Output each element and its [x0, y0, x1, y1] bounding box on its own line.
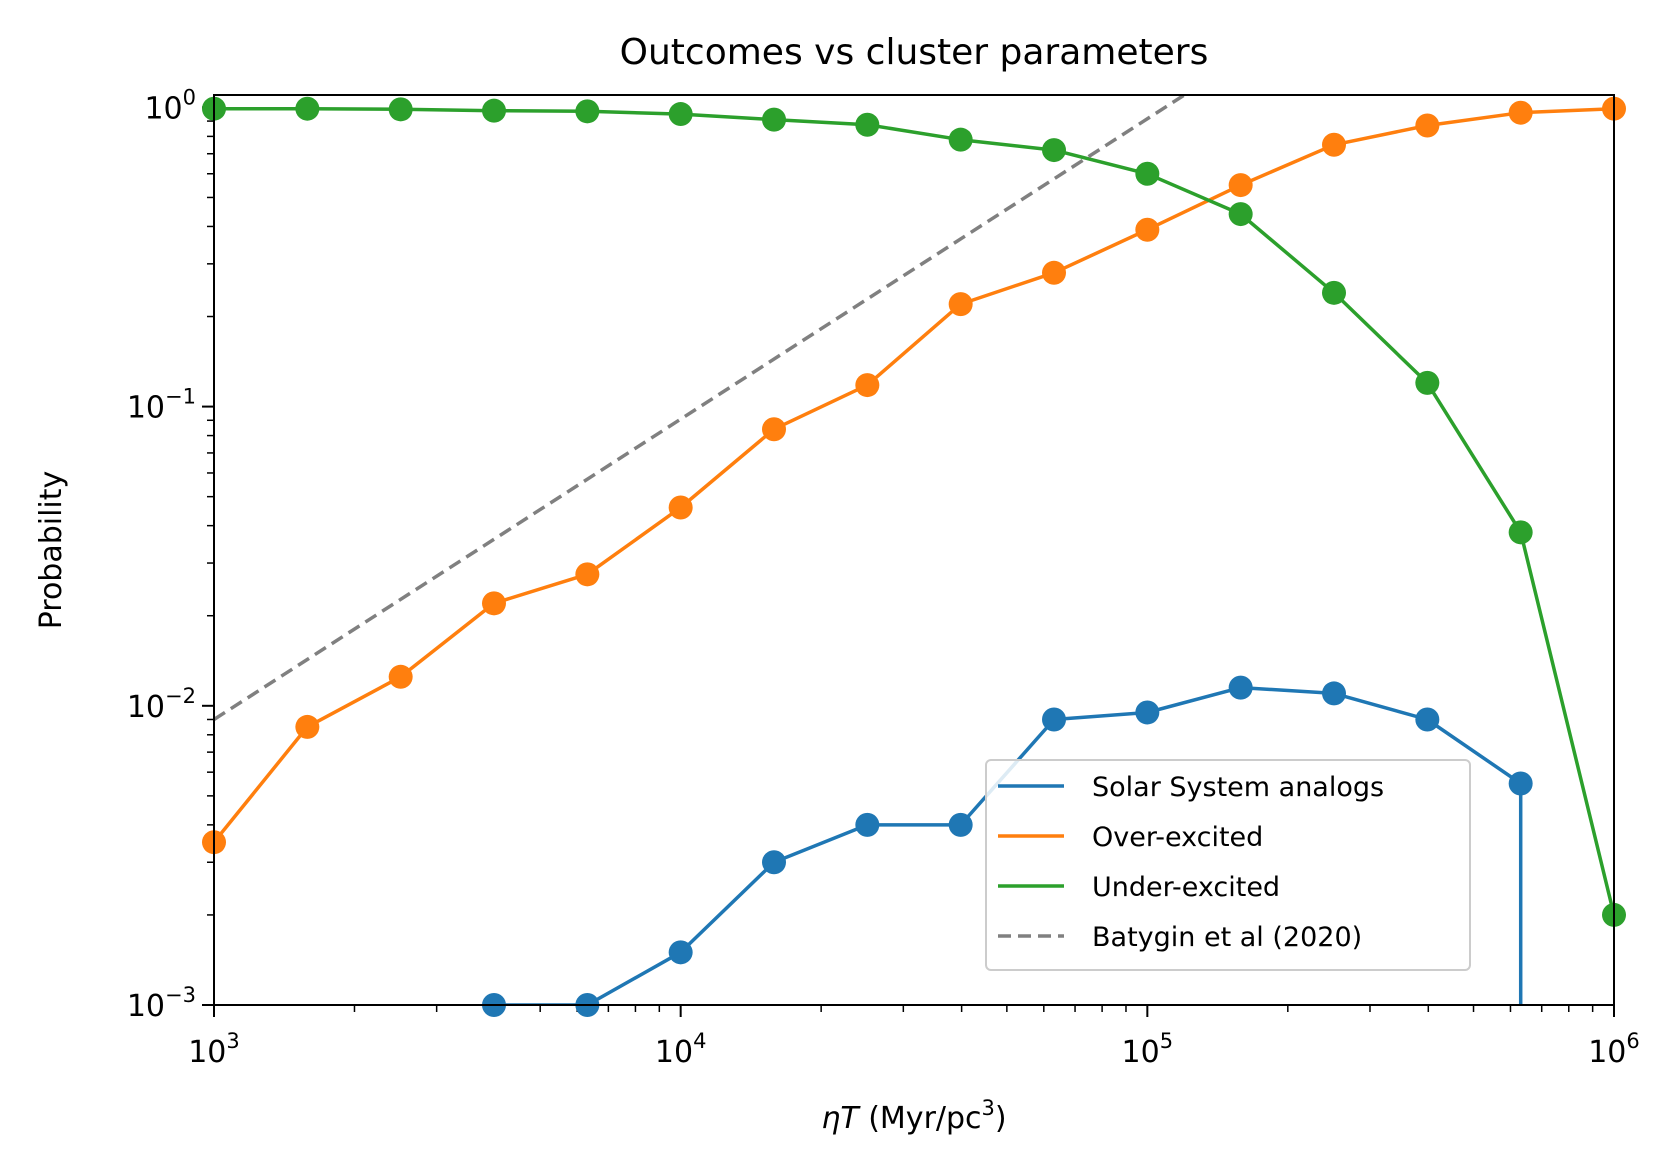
data-point-under-excited: [388, 97, 413, 122]
tick-base: 10: [1588, 1035, 1626, 1070]
data-point-under-excited: [1415, 370, 1440, 395]
x-axis-unit-close: ): [995, 1101, 1007, 1136]
legend-entries: Solar System analogs Over-excited Under-ex…: [998, 772, 1384, 953]
x-axis-unit: (Myr/pc: [859, 1101, 982, 1136]
legend: Solar System analogs Over-excited Under-ex…: [985, 759, 1471, 971]
data-point-under-excited: [855, 112, 880, 137]
tick-exponent: 3: [226, 1029, 239, 1053]
tick-exponent: −2: [165, 684, 196, 708]
y-tick-label: 10−3: [127, 983, 196, 1024]
x-axis-symbol: ηT: [821, 1101, 861, 1136]
tick-base: 10: [188, 1035, 226, 1070]
tick-base: 10: [127, 989, 165, 1024]
legend-label-under-excited: Under-excited: [1092, 872, 1280, 903]
data-point-over-excited: [1135, 217, 1160, 242]
data-point-solar-system-analogs: [948, 812, 973, 837]
data-point-over-excited: [1322, 132, 1347, 157]
data-point-under-excited: [1135, 161, 1160, 186]
data-point-solar-system-analogs: [1322, 681, 1347, 706]
data-point-solar-system-analogs: [762, 850, 787, 875]
tick-exponent: 4: [693, 1029, 706, 1053]
data-point-over-excited: [1042, 260, 1067, 285]
x-tick-label: 106: [1588, 1029, 1640, 1070]
data-point-over-excited: [1508, 100, 1533, 125]
marker-layer: [202, 96, 1626, 1017]
data-point-solar-system-analogs: [668, 940, 693, 965]
data-point-under-excited: [948, 127, 973, 152]
series-line-batygin-et-al-2020: [214, 95, 1186, 721]
x-axis-title: ηT (Myr/pc3): [821, 1096, 1006, 1136]
x-tick-label: 104: [655, 1029, 707, 1070]
y-tick-label: 100: [144, 85, 196, 126]
data-point-over-excited: [668, 495, 693, 520]
data-point-under-excited: [295, 96, 320, 121]
legend-label-batygin-et-al-2020: Batygin et al (2020): [1092, 922, 1362, 953]
data-point-solar-system-analogs: [1135, 700, 1160, 725]
data-point-solar-system-analogs: [1042, 707, 1067, 732]
data-point-over-excited: [1415, 113, 1440, 138]
data-point-solar-system-analogs: [1508, 771, 1533, 796]
x-tick-labels: 103 104 105 106: [188, 1029, 1640, 1070]
data-point-under-excited: [575, 99, 600, 124]
data-point-under-excited: [1322, 280, 1347, 305]
tick-exponent: 6: [1626, 1029, 1639, 1053]
data-point-over-excited: [762, 417, 787, 442]
data-point-under-excited: [668, 102, 693, 127]
legend-box: [985, 759, 1471, 971]
series-line-under-excited: [214, 106, 1614, 916]
data-point-under-excited: [1228, 202, 1253, 227]
legend-label-solar-system-analogs: Solar System analogs: [1092, 772, 1384, 803]
tick-exponent: 5: [1160, 1029, 1173, 1053]
tick-base: 10: [127, 391, 165, 426]
x-axis-unit-power: 3: [982, 1096, 995, 1120]
axes-frame: [213, 94, 1615, 1006]
minor-ticks: [207, 120, 1594, 1012]
chart-title: Outcomes vs cluster parameters: [620, 32, 1209, 73]
data-point-solar-system-analogs: [855, 812, 880, 837]
data-point-over-excited: [1228, 173, 1253, 198]
data-point-over-excited: [388, 664, 413, 689]
data-point-over-excited: [575, 562, 600, 587]
data-point-over-excited: [295, 714, 320, 739]
tick-exponent: 0: [183, 85, 196, 109]
data-point-under-excited: [762, 107, 787, 132]
data-point-under-excited: [1508, 520, 1533, 545]
data-point-under-excited: [481, 98, 506, 123]
y-tick-label: 10−2: [127, 684, 196, 725]
series-line-over-excited: [214, 106, 1614, 844]
plot-area: [202, 94, 1626, 1017]
data-point-under-excited: [1042, 138, 1067, 163]
data-point-solar-system-analogs: [1415, 707, 1440, 732]
y-axis-title: Probability: [34, 471, 69, 630]
data-point-over-excited: [481, 591, 506, 616]
tick-base: 10: [127, 690, 165, 725]
y-tick-label: 10−1: [127, 385, 196, 426]
data-point-over-excited: [855, 373, 880, 398]
tick-exponent: −3: [165, 983, 196, 1007]
x-tick-label: 103: [188, 1029, 240, 1070]
legend-label-over-excited: Over-excited: [1092, 822, 1263, 853]
tick-exponent: −1: [165, 385, 196, 409]
data-point-solar-system-analogs: [1228, 675, 1253, 700]
tick-base: 10: [655, 1035, 693, 1070]
x-tick-label: 105: [1122, 1029, 1174, 1070]
tick-base: 10: [144, 91, 182, 126]
tick-base: 10: [1122, 1035, 1160, 1070]
data-point-over-excited: [948, 292, 973, 317]
